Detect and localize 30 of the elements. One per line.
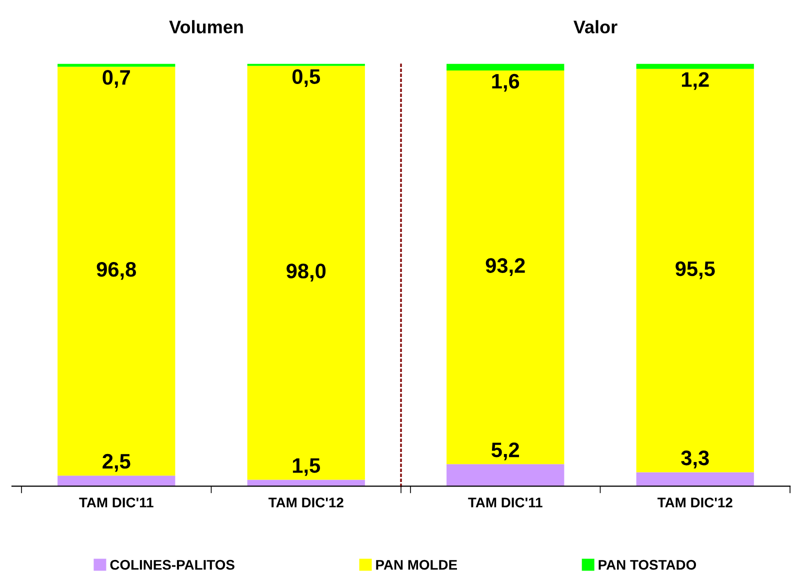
bar	[446, 70, 564, 464]
data-label: 96,8	[96, 262, 136, 280]
bar	[636, 472, 754, 486]
x-tick-label: TAM DIC'11	[79, 498, 154, 508]
x-tick-label: TAM DIC'11	[468, 498, 542, 508]
chart-title: Volumen	[169, 20, 243, 34]
x-tick-label: TAM DIC'12	[268, 498, 344, 508]
bar	[58, 476, 176, 486]
data-label: 1,2	[682, 72, 709, 90]
bar	[446, 464, 564, 486]
data-label: 0,5	[292, 69, 320, 87]
legend-label: COLINES-PALITOS	[110, 560, 234, 570]
chart-title: Valor	[574, 20, 618, 34]
x-tick-label: TAM DIC'12	[657, 498, 732, 508]
bar	[636, 64, 754, 69]
bar	[58, 66, 176, 476]
data-label: 5,2	[492, 442, 520, 460]
data-label: 2,5	[102, 454, 130, 472]
data-label: 98,0	[286, 264, 326, 282]
data-label: 0,7	[102, 70, 130, 88]
bar	[247, 66, 365, 480]
bar	[636, 68, 754, 472]
data-label: 1,5	[292, 458, 320, 476]
data-label: 3,3	[681, 450, 709, 468]
data-label: 95,5	[676, 261, 715, 280]
legend-label: PAN MOLDE	[376, 560, 457, 570]
legend-label: PAN TOSTADO	[598, 560, 696, 570]
data-label: 93,2	[486, 258, 525, 276]
data-label: 1,6	[492, 74, 520, 92]
bar	[446, 64, 564, 71]
